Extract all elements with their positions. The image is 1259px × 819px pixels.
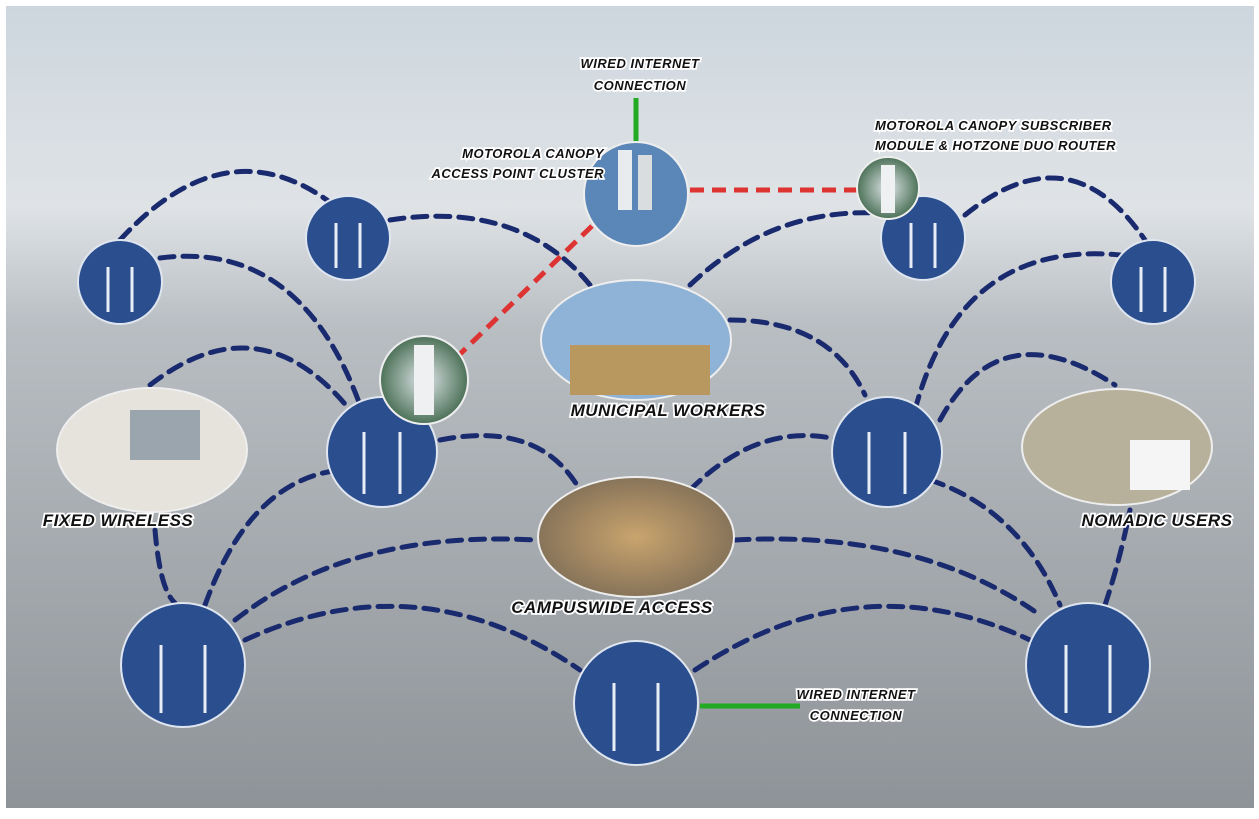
label: CONNECTION	[594, 78, 687, 93]
label: MOTOROLA CANOPY	[462, 146, 605, 161]
label: WIRED INTERNET	[797, 687, 917, 702]
label: NOMADIC USERS	[1081, 511, 1232, 530]
label: ACCESS POINT CLUSTER	[430, 166, 604, 181]
label: MUNICIPAL WORKERS	[571, 401, 766, 420]
label: WIRED INTERNET	[581, 56, 701, 71]
diagram: WIRED INTERNET CONNECTION MOTOROLA CANOP…	[0, 0, 1259, 814]
label: FIXED WIRELESS	[43, 511, 194, 530]
label: CONNECTION	[810, 708, 903, 723]
label: MOTOROLA CANOPY SUBSCRIBER	[875, 118, 1112, 133]
label: CAMPUSWIDE ACCESS	[511, 598, 713, 617]
label: MODULE & HOTZONE DUO ROUTER	[875, 138, 1116, 153]
